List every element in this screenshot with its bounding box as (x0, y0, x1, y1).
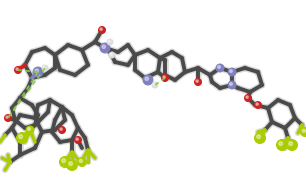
Circle shape (77, 157, 87, 167)
Circle shape (302, 129, 305, 132)
Circle shape (286, 139, 297, 150)
Circle shape (102, 45, 106, 49)
Circle shape (35, 69, 39, 73)
Circle shape (74, 136, 81, 143)
Circle shape (163, 76, 165, 78)
Circle shape (279, 142, 282, 146)
Circle shape (26, 126, 34, 134)
Circle shape (228, 81, 236, 89)
Circle shape (230, 83, 232, 85)
Circle shape (228, 68, 236, 76)
Circle shape (230, 70, 232, 72)
Circle shape (218, 66, 220, 68)
Circle shape (255, 101, 262, 108)
Circle shape (69, 162, 73, 166)
Circle shape (59, 156, 70, 167)
Circle shape (5, 115, 12, 122)
Circle shape (17, 132, 28, 143)
Circle shape (256, 103, 258, 105)
Circle shape (43, 66, 45, 68)
Circle shape (99, 26, 106, 33)
Circle shape (257, 135, 260, 139)
Circle shape (300, 128, 306, 136)
Circle shape (62, 159, 65, 163)
Circle shape (277, 139, 288, 150)
Circle shape (19, 135, 23, 139)
Circle shape (255, 132, 266, 143)
Circle shape (14, 67, 21, 74)
Circle shape (110, 53, 112, 55)
Circle shape (153, 83, 155, 85)
Circle shape (109, 52, 115, 58)
Circle shape (108, 40, 110, 42)
Circle shape (100, 28, 102, 30)
Circle shape (246, 96, 248, 98)
Circle shape (28, 128, 30, 130)
Circle shape (76, 138, 78, 140)
Circle shape (100, 43, 110, 53)
Circle shape (162, 74, 169, 81)
Circle shape (79, 159, 82, 163)
Circle shape (216, 64, 224, 72)
Circle shape (152, 82, 158, 88)
Circle shape (195, 78, 201, 85)
Circle shape (58, 126, 65, 133)
Circle shape (289, 142, 293, 146)
Circle shape (42, 65, 48, 71)
Circle shape (145, 77, 148, 81)
Circle shape (143, 75, 153, 85)
Circle shape (16, 68, 18, 70)
Circle shape (60, 128, 62, 130)
Circle shape (66, 160, 77, 170)
Circle shape (196, 80, 198, 82)
Circle shape (107, 39, 113, 45)
Circle shape (33, 67, 43, 77)
Circle shape (244, 94, 252, 101)
Circle shape (6, 116, 8, 118)
